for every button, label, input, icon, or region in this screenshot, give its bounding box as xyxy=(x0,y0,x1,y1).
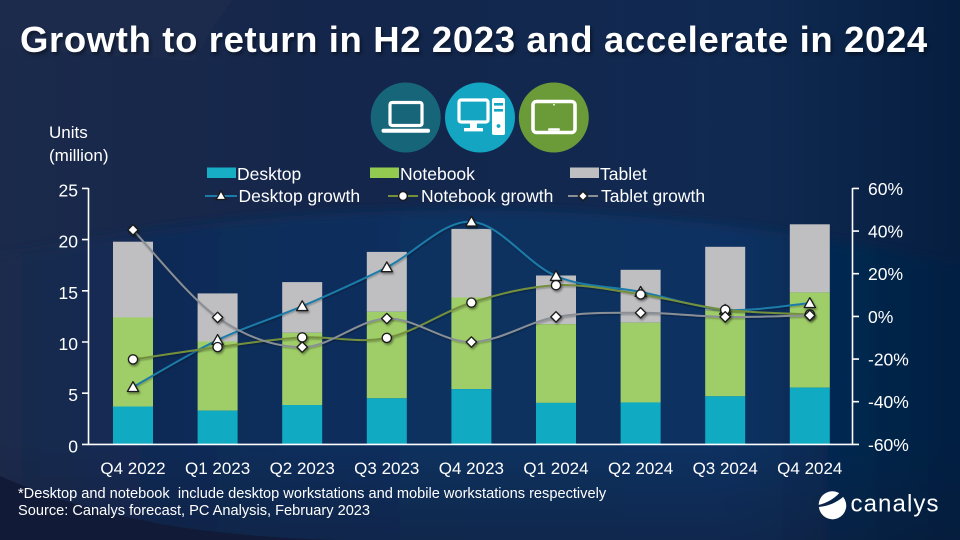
svg-text:Q4 2023: Q4 2023 xyxy=(439,459,504,478)
svg-text:15: 15 xyxy=(59,283,78,303)
svg-text:Tablet: Tablet xyxy=(600,164,647,184)
svg-text:Q4 2022: Q4 2022 xyxy=(100,459,165,478)
svg-text:40%: 40% xyxy=(868,222,903,242)
svg-text:Tablet growth: Tablet growth xyxy=(601,186,705,206)
svg-text:Q4 2024: Q4 2024 xyxy=(777,459,842,478)
svg-text:5: 5 xyxy=(68,385,78,405)
svg-text:Notebook growth: Notebook growth xyxy=(421,186,553,206)
svg-text:Q3 2024: Q3 2024 xyxy=(693,459,758,478)
svg-text:0: 0 xyxy=(68,436,78,456)
svg-text:Q2 2024: Q2 2024 xyxy=(608,459,673,478)
svg-text:20: 20 xyxy=(59,232,79,252)
svg-text:canalys: canalys xyxy=(851,491,940,518)
svg-text:20%: 20% xyxy=(868,264,903,284)
svg-text:Desktop: Desktop xyxy=(237,164,301,184)
svg-text:-20%: -20% xyxy=(868,350,909,370)
svg-text:10: 10 xyxy=(59,334,79,354)
svg-text:25: 25 xyxy=(59,180,78,200)
svg-text:Q1 2023: Q1 2023 xyxy=(185,459,250,478)
svg-text:60%: 60% xyxy=(868,179,903,199)
svg-text:Q1 2024: Q1 2024 xyxy=(523,459,588,478)
svg-text:-40%: -40% xyxy=(868,392,909,412)
svg-text:Notebook: Notebook xyxy=(400,164,475,184)
svg-text:Desktop growth: Desktop growth xyxy=(239,186,361,206)
svg-text:0%: 0% xyxy=(868,307,893,327)
svg-text:Q2 2023: Q2 2023 xyxy=(270,459,335,478)
svg-text:Q3 2023: Q3 2023 xyxy=(354,459,419,478)
svg-text:-60%: -60% xyxy=(868,435,909,455)
